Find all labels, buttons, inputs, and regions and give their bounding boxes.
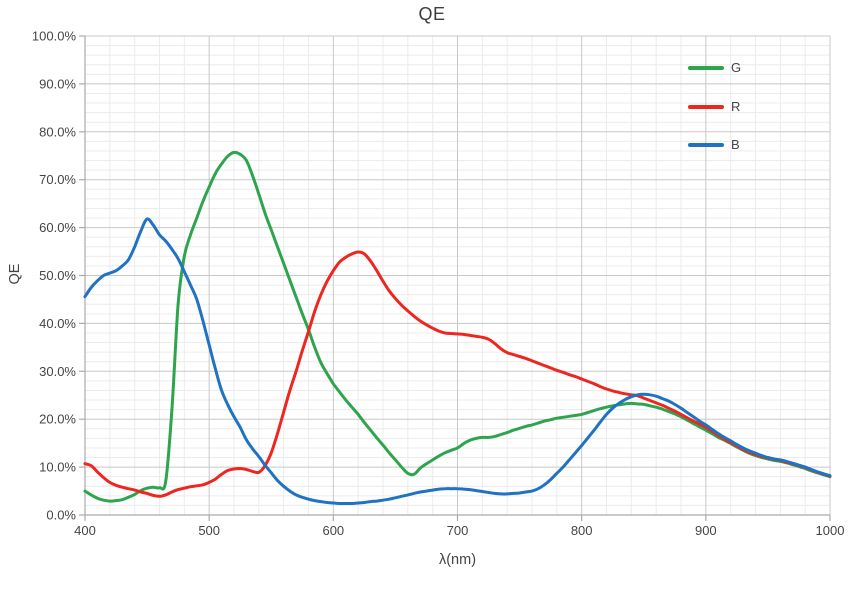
y-axis-tick-label: 10.0% (39, 460, 76, 475)
y-axis-tick-label: 90.0% (39, 76, 76, 91)
x-axis-tick-label: 700 (447, 523, 469, 538)
series-line-b (83, 217, 832, 506)
x-axis-tick-label: 900 (695, 523, 717, 538)
y-axis-tick-label: 80.0% (39, 124, 76, 139)
series-line-r (83, 250, 832, 498)
x-axis-tick-label: 600 (322, 523, 344, 538)
y-axis-tick-label: 20.0% (39, 412, 76, 427)
y-axis-title: QE (7, 263, 23, 285)
chart-title: QE (418, 4, 446, 24)
y-axis-tick-label: 100.0% (32, 29, 77, 44)
x-axis-title: λ(nm) (438, 552, 477, 568)
x-axis-tick-label: 500 (198, 523, 220, 538)
y-axis-tick-label: 30.0% (39, 364, 76, 379)
x-axis-tick-label: 1000 (816, 523, 845, 538)
x-axis-tick-label: 800 (571, 523, 593, 538)
y-axis-tick-label: 60.0% (39, 220, 76, 235)
y-axis-tick-label: 40.0% (39, 316, 76, 331)
series-line-g (83, 150, 832, 503)
y-axis-tick-label: 0.0% (46, 508, 76, 523)
x-axis-tick-label: 400 (74, 523, 96, 538)
y-axis-tick-label: 50.0% (39, 268, 76, 283)
y-axis-tick-label: 70.0% (39, 172, 76, 187)
